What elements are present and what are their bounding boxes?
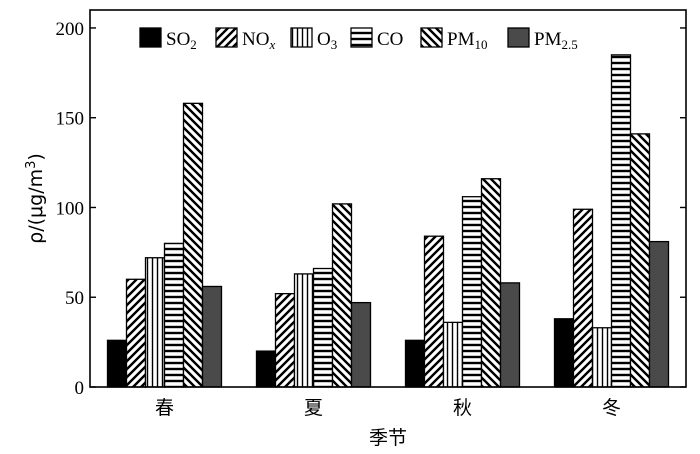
bar-CO-2: [461, 196, 483, 388]
bar-PM2.5-2: [499, 282, 521, 388]
legend: SO2 NOx O3 CO PM10 PM2.5: [139, 27, 578, 52]
legend-label-CO: CO: [377, 29, 403, 50]
legend-label-NOx: NOx: [242, 29, 275, 52]
legend-swatch-PM10: [420, 27, 443, 48]
legend-swatch-CO: [350, 27, 373, 48]
x-tick-label: 冬: [602, 397, 621, 419]
legend-swatch-NOx: [215, 27, 238, 48]
bar-NOx-1: [274, 292, 296, 388]
bar-PM2.5-3: [648, 240, 670, 388]
bar-NOx-0: [125, 278, 147, 388]
bar-NOx-3: [572, 208, 594, 388]
legend-swatch-PM2.5: [507, 27, 530, 48]
legend-swatch-SO2: [139, 27, 162, 48]
bar-NOx-2: [423, 235, 445, 388]
bar-O3-3: [591, 327, 613, 388]
y-tick-label: 0: [75, 378, 85, 399]
bar-PM2.5-1: [350, 301, 372, 388]
y-tick-label: 50: [65, 288, 84, 309]
legend-label-O3: O3: [317, 29, 337, 52]
bar-PM2.5-0: [201, 285, 223, 388]
y-tick-label: 200: [56, 19, 85, 40]
x-tick-label: 春: [155, 397, 174, 419]
bar-CO-3: [610, 54, 632, 388]
bar-SO2-0: [106, 339, 128, 388]
bar-PM10-1: [331, 203, 353, 388]
plot-frame: [89, 9, 687, 388]
bar-SO2-1: [255, 350, 277, 388]
y-axis-title-sup: 3: [24, 161, 39, 169]
bar-CO-0: [163, 242, 185, 388]
legend-label-PM10: PM10: [447, 29, 487, 52]
bar-O3-0: [144, 257, 166, 388]
legend-label-PM2.5: PM2.5: [534, 29, 578, 52]
legend-swatch-O3: [290, 27, 313, 48]
bar-O3-1: [293, 273, 315, 388]
bar-PM10-0: [182, 102, 204, 388]
bar-PM10-3: [629, 133, 651, 388]
axes-layer: [89, 9, 687, 388]
labels-layer: 0 50 100 150 200 春 夏 秋 冬季节 ρ/(μg/m3): [24, 19, 621, 449]
y-axis-title: ρ/(μg/m3): [24, 153, 47, 244]
bar-CO-1: [312, 267, 334, 388]
y-tick-label: 150: [56, 109, 85, 130]
x-tick-label: 秋: [453, 397, 472, 419]
bar-PM10-2: [480, 178, 502, 388]
x-tick-label: 夏: [304, 397, 323, 419]
legend-label-SO2: SO2: [166, 29, 197, 52]
bar-SO2-3: [553, 318, 575, 388]
bars-layer: [106, 54, 670, 388]
y-tick-label: 100: [56, 198, 85, 219]
x-axis-title: 季节: [369, 427, 407, 449]
bar-O3-2: [442, 321, 464, 388]
y-axis-title-close: ): [25, 153, 47, 160]
bar-SO2-2: [404, 339, 426, 388]
y-axis-title-main: ρ/(μg/m: [25, 169, 47, 244]
